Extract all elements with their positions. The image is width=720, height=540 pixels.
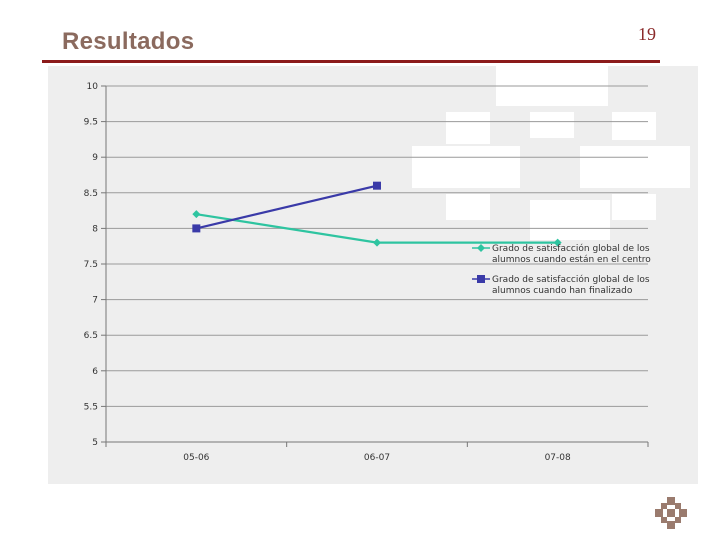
legend-label: alumnos cuando están en el centro <box>492 255 651 265</box>
y-tick-label: 9.5 <box>84 118 98 128</box>
legend-marker <box>477 244 485 252</box>
x-tick-label: 06-07 <box>364 453 390 463</box>
slide-title: Resultados <box>62 28 195 55</box>
data-point <box>553 238 562 247</box>
y-tick-label: 7.5 <box>84 260 98 270</box>
data-point <box>192 210 201 219</box>
y-tick-label: 7 <box>92 296 98 306</box>
chart-area-background <box>48 66 698 484</box>
legend-label: Grado de satisfacción global de los <box>492 274 650 285</box>
y-tick-label: 5.5 <box>84 402 98 412</box>
y-tick-label: 8.5 <box>84 189 98 199</box>
x-tick-label: 05-06 <box>183 453 209 463</box>
series-1 <box>192 210 562 247</box>
legend: Grado de satisfacción global de losalumn… <box>472 243 651 296</box>
title-rule <box>42 60 660 63</box>
y-tick-label: 8 <box>92 224 98 234</box>
legend-entry-1: Grado de satisfacción global de losalumn… <box>472 243 651 265</box>
decorative-blocks <box>412 66 690 240</box>
legend-marker <box>477 275 485 283</box>
legend-label: Grado de satisfacción global de los <box>492 243 650 254</box>
x-tick-label: 07-08 <box>545 453 571 463</box>
tick-labels: 10 9.5 9 8.5 8 7.5 7 6.5 6 5.5 5 05-06 06-07 07-08 <box>84 82 571 463</box>
legend-entry-2: Grado de satisfacción global de losalumn… <box>472 274 650 296</box>
data-point <box>373 181 381 190</box>
y-tick-label: 6 <box>92 367 98 377</box>
data-point <box>373 238 381 247</box>
axes <box>101 85 649 447</box>
legend-label: alumnos cuando han finalizado <box>492 286 633 296</box>
series-layer <box>192 181 562 247</box>
y-tick-label: 6.5 <box>84 331 98 341</box>
cross-logo-icon <box>655 497 687 529</box>
y-tick-label: 9 <box>92 153 98 163</box>
y-tick-label: 5 <box>92 438 98 448</box>
series-line-2 <box>196 184 378 230</box>
data-point <box>192 224 201 233</box>
series-2 <box>192 181 381 233</box>
page-number: 19 <box>638 24 656 44</box>
y-tick-label: 10 <box>87 82 99 92</box>
